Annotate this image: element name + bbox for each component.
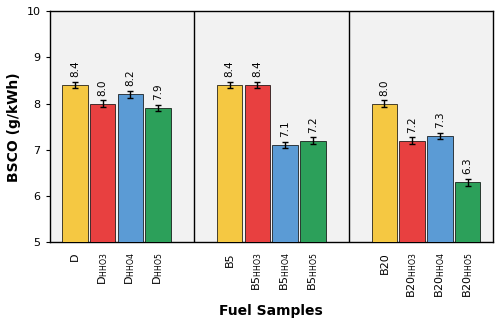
Text: 7.2: 7.2 — [308, 116, 318, 133]
Bar — [217, 85, 242, 325]
Bar — [300, 141, 326, 325]
Text: 7.9: 7.9 — [153, 84, 163, 100]
Y-axis label: BSCO (g/kWh): BSCO (g/kWh) — [7, 72, 21, 182]
X-axis label: Fuel Samples: Fuel Samples — [220, 304, 323, 318]
Text: 8.4: 8.4 — [252, 60, 262, 77]
Bar — [90, 104, 116, 325]
Text: 7.2: 7.2 — [407, 116, 417, 133]
Bar — [244, 85, 270, 325]
Bar — [146, 108, 171, 325]
Bar — [455, 182, 480, 325]
Text: 7.1: 7.1 — [280, 121, 290, 137]
Bar — [372, 104, 397, 325]
Bar — [62, 85, 88, 325]
Text: 8.2: 8.2 — [126, 70, 136, 86]
Text: 8.0: 8.0 — [380, 79, 390, 96]
Text: 8.4: 8.4 — [224, 60, 234, 77]
Bar — [400, 141, 425, 325]
Bar — [427, 136, 452, 325]
Text: 6.3: 6.3 — [462, 158, 472, 175]
Text: 7.3: 7.3 — [435, 111, 445, 128]
Bar — [118, 94, 143, 325]
Text: 8.0: 8.0 — [98, 79, 108, 96]
Text: 8.4: 8.4 — [70, 60, 80, 77]
Bar — [272, 145, 298, 325]
